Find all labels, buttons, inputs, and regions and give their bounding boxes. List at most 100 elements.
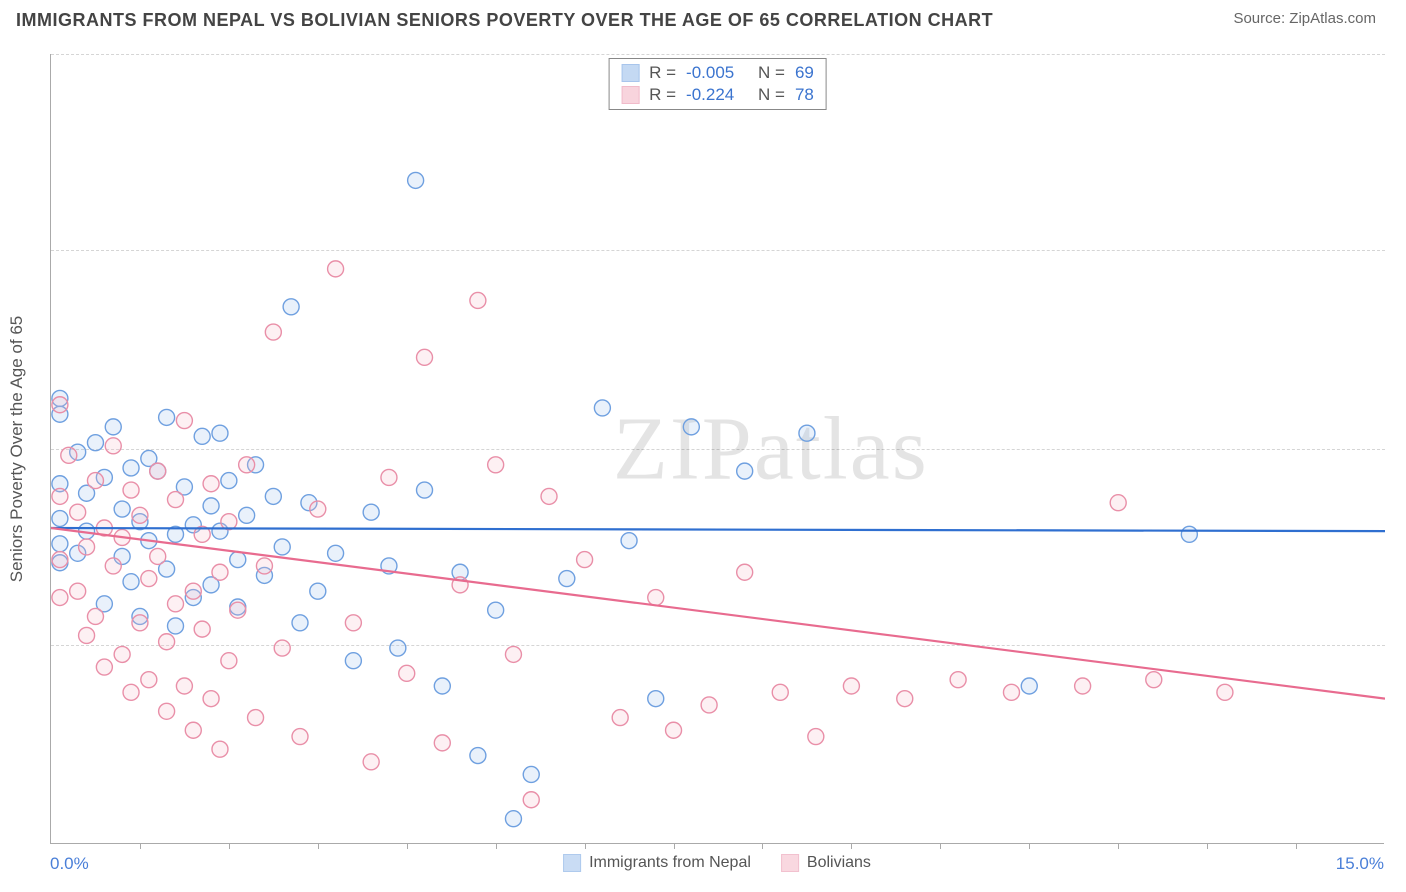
data-point [701,697,717,713]
data-point [265,324,281,340]
x-axis-max-label: 15.0% [1336,854,1384,874]
data-point [87,608,103,624]
data-point [274,640,290,656]
data-point [150,548,166,564]
legend-label: Bolivians [807,854,871,872]
r-value: -0.005 [686,63,748,83]
data-point [505,646,521,662]
data-point [168,596,184,612]
data-point [666,722,682,738]
data-point [1110,495,1126,511]
data-point [897,691,913,707]
data-point [203,498,219,514]
data-point [168,492,184,508]
chart-header: IMMIGRANTS FROM NEPAL VS BOLIVIAN SENIOR… [0,0,1406,37]
data-point [230,602,246,618]
data-point [79,627,95,643]
data-point [417,349,433,365]
data-point [541,488,557,504]
data-point [212,425,228,441]
n-label: N = [758,63,785,83]
data-point [194,621,210,637]
data-point [176,413,192,429]
data-point [150,463,166,479]
r-label: R = [649,85,676,105]
data-point [87,473,103,489]
data-point [132,507,148,523]
data-point [274,539,290,555]
data-point [123,574,139,590]
data-point [185,722,201,738]
data-point [390,640,406,656]
data-point [265,488,281,504]
data-point [176,678,192,694]
data-point [434,735,450,751]
data-point [621,533,637,549]
data-point [52,552,68,568]
legend-swatch [563,854,581,872]
data-point [52,488,68,504]
data-point [1181,526,1197,542]
data-point [408,172,424,188]
data-point [159,409,175,425]
data-point [221,653,237,669]
data-point [168,618,184,634]
n-value: 69 [795,63,814,83]
data-point [381,469,397,485]
data-point [577,552,593,568]
data-point [105,419,121,435]
data-point [114,501,130,517]
data-point [114,646,130,662]
legend-swatch [621,86,639,104]
plot-area: Seniors Poverty Over the Age of 65 ZIPat… [50,54,1384,844]
data-point [239,507,255,523]
series-legend: Immigrants from Nepal Bolivians [563,854,871,872]
data-point [52,590,68,606]
data-point [1217,684,1233,700]
data-point [70,583,86,599]
data-point [648,691,664,707]
data-point [363,754,379,770]
data-point [141,672,157,688]
data-point [221,473,237,489]
y-axis-label: Seniors Poverty Over the Age of 65 [7,315,27,581]
data-point [61,447,77,463]
data-point [363,504,379,520]
data-point [52,397,68,413]
data-point [105,558,121,574]
data-point [1146,672,1162,688]
data-point [737,463,753,479]
data-point [417,482,433,498]
n-value: 78 [795,85,814,105]
n-label: N = [758,85,785,105]
data-point [141,571,157,587]
data-point [212,741,228,757]
data-point [683,419,699,435]
data-point [470,292,486,308]
r-value: -0.224 [686,85,748,105]
data-point [772,684,788,700]
data-point [488,457,504,473]
data-point [52,511,68,527]
data-point [79,539,95,555]
legend-label: Immigrants from Nepal [589,854,751,872]
data-point [239,457,255,473]
data-point [230,552,246,568]
data-point [256,558,272,574]
data-point [123,684,139,700]
data-point [950,672,966,688]
data-point [559,571,575,587]
scatter-svg [51,54,1385,844]
data-point [292,615,308,631]
r-label: R = [649,63,676,83]
data-point [328,545,344,561]
data-point [248,710,264,726]
data-point [123,482,139,498]
data-point [87,435,103,451]
source-attribution: Source: ZipAtlas.com [1233,10,1376,27]
data-point [799,425,815,441]
legend-swatch [781,854,799,872]
correlation-legend: R = -0.005 N = 69 R = -0.224 N = 78 [608,58,827,110]
chart-title: IMMIGRANTS FROM NEPAL VS BOLIVIAN SENIOR… [16,10,993,31]
data-point [310,583,326,599]
